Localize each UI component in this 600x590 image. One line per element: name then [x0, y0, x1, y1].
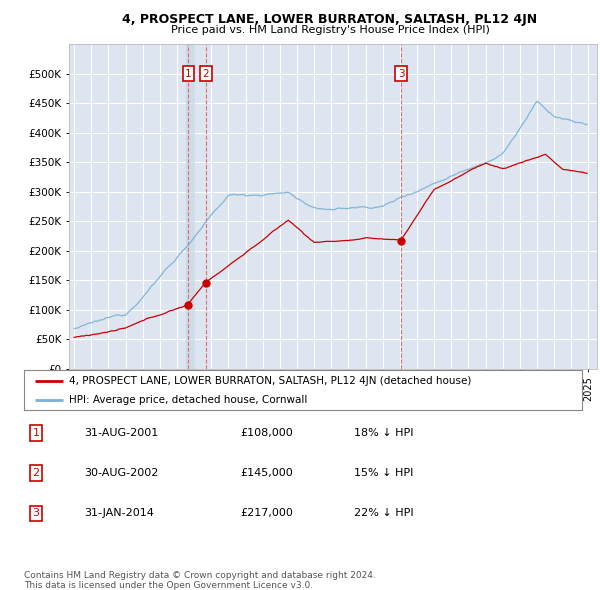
Text: 1: 1 [32, 428, 40, 438]
Text: 31-JAN-2014: 31-JAN-2014 [84, 509, 154, 518]
Text: 30-AUG-2002: 30-AUG-2002 [84, 468, 158, 478]
Text: 31-AUG-2001: 31-AUG-2001 [84, 428, 158, 438]
Text: 15% ↓ HPI: 15% ↓ HPI [354, 468, 413, 478]
Text: This data is licensed under the Open Government Licence v3.0.: This data is licensed under the Open Gov… [24, 581, 313, 590]
Text: 2: 2 [32, 468, 40, 478]
Text: Price paid vs. HM Land Registry's House Price Index (HPI): Price paid vs. HM Land Registry's House … [170, 25, 490, 35]
Text: 1: 1 [185, 69, 192, 78]
Text: Contains HM Land Registry data © Crown copyright and database right 2024.: Contains HM Land Registry data © Crown c… [24, 571, 376, 580]
Text: 2: 2 [202, 69, 209, 78]
Text: £108,000: £108,000 [240, 428, 293, 438]
Text: 22% ↓ HPI: 22% ↓ HPI [354, 509, 413, 518]
Bar [185, 44, 194, 369]
Text: HPI: Average price, detached house, Cornwall: HPI: Average price, detached house, Corn… [68, 395, 307, 405]
Text: £145,000: £145,000 [240, 468, 293, 478]
Text: 3: 3 [398, 69, 404, 78]
Text: 3: 3 [32, 509, 40, 518]
Text: 4, PROSPECT LANE, LOWER BURRATON, SALTASH, PL12 4JN (detached house): 4, PROSPECT LANE, LOWER BURRATON, SALTAS… [68, 376, 471, 386]
Text: 4, PROSPECT LANE, LOWER BURRATON, SALTASH, PL12 4JN: 4, PROSPECT LANE, LOWER BURRATON, SALTAS… [122, 13, 538, 26]
Text: 18% ↓ HPI: 18% ↓ HPI [354, 428, 413, 438]
Text: £217,000: £217,000 [240, 509, 293, 518]
